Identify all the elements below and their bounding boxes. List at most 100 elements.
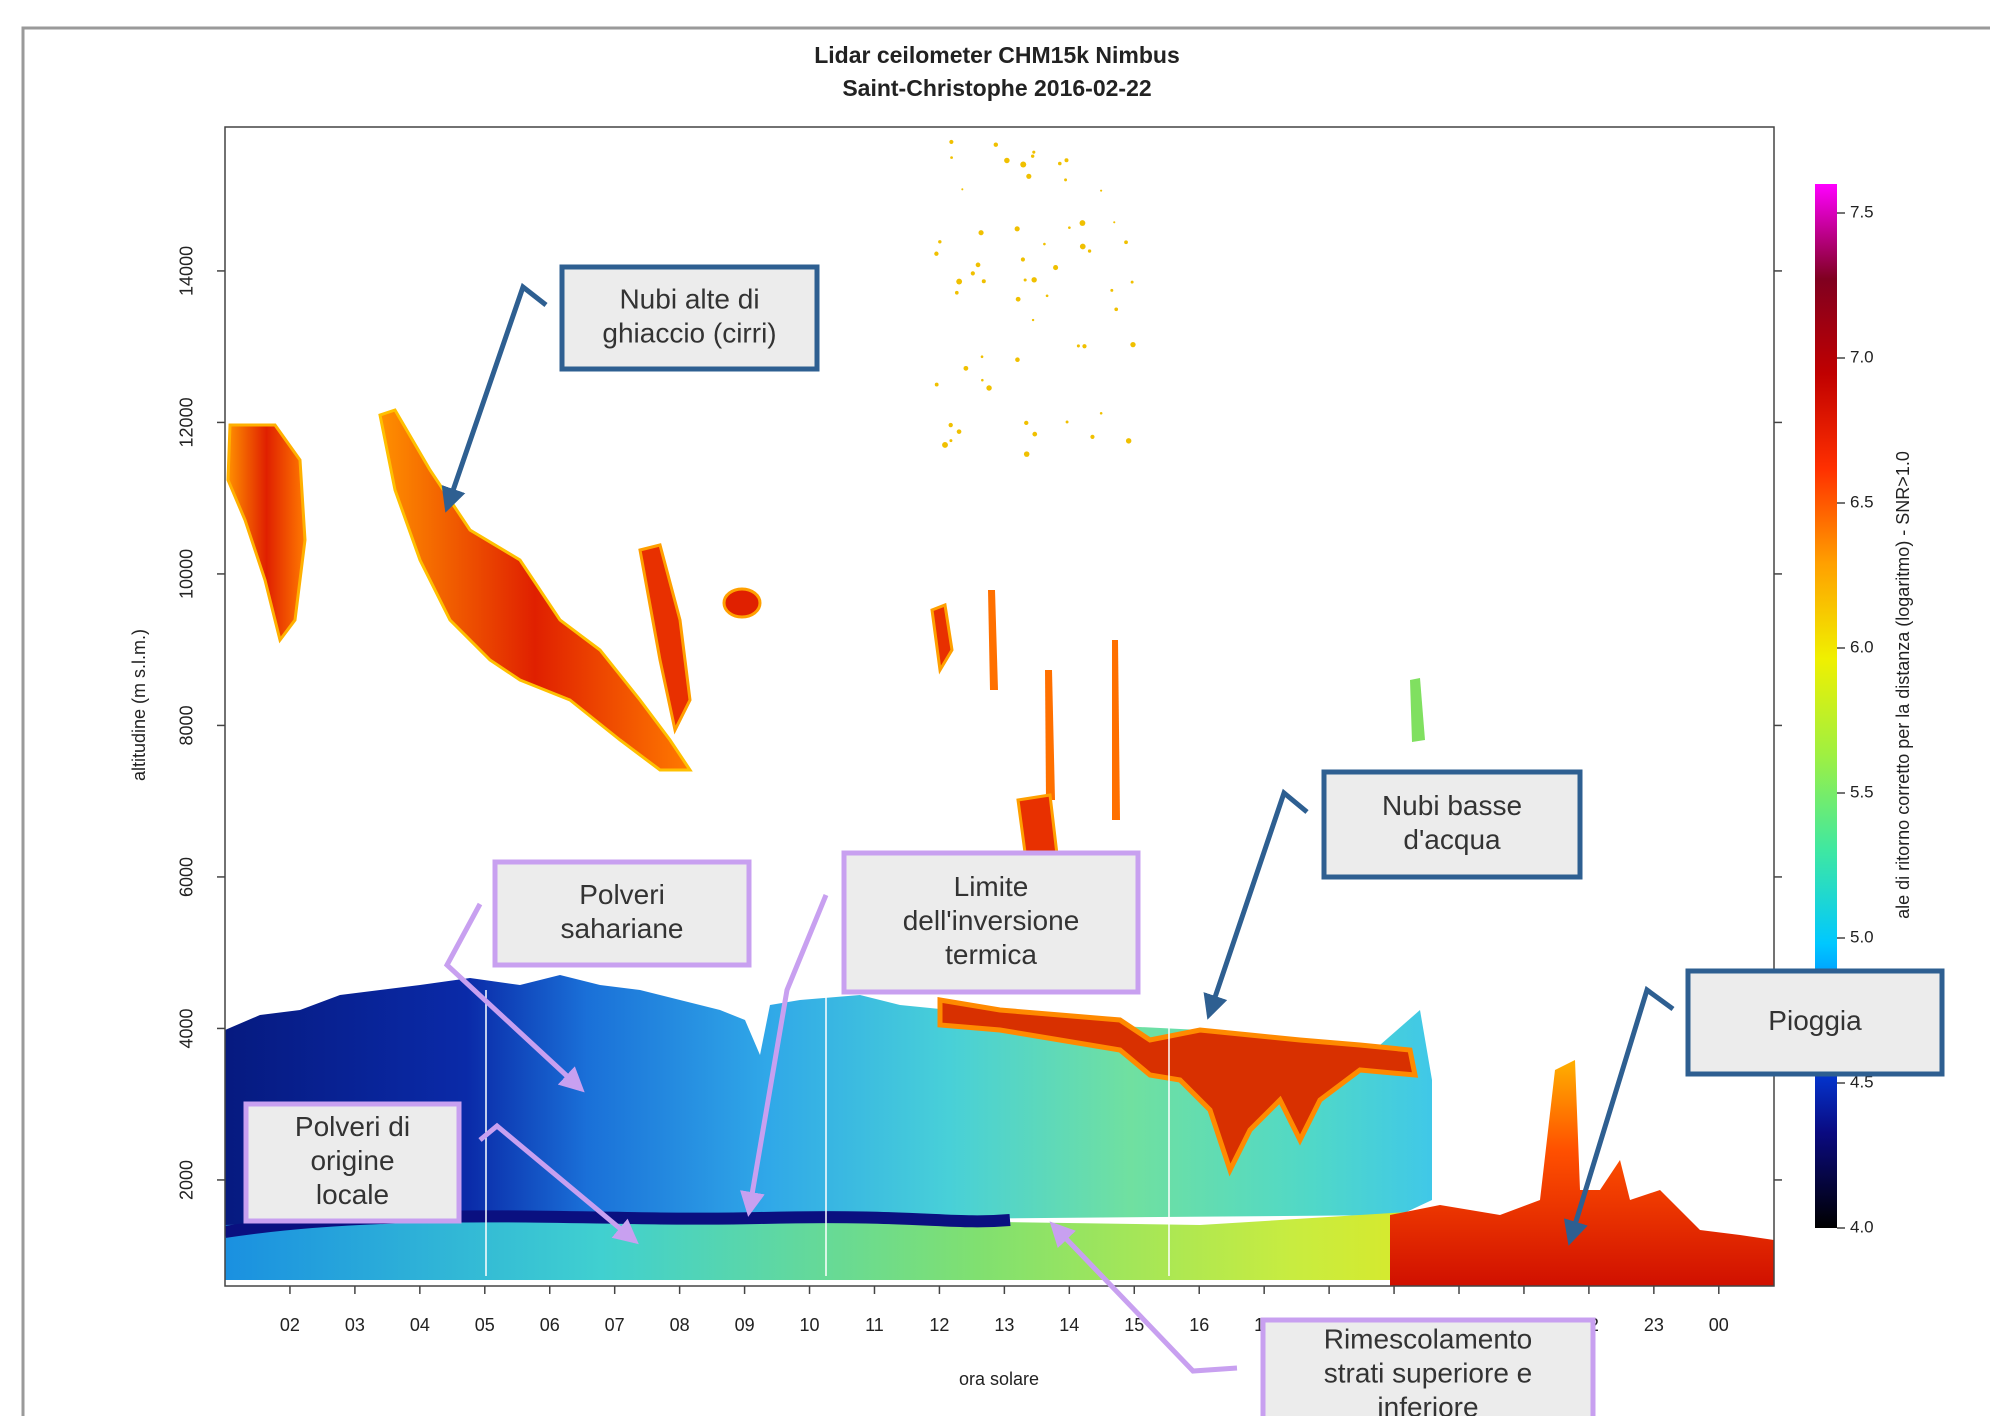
echo-dot [934, 382, 939, 387]
annotation-text: sahariane [561, 913, 684, 944]
annotation-text: Polveri [579, 879, 665, 910]
echo-dot [1014, 226, 1020, 232]
y-tick-label: 12000 [177, 397, 197, 447]
y-tick-label: 10000 [177, 549, 197, 599]
x-tick-label: 08 [670, 1315, 690, 1335]
echo-dot [1024, 420, 1029, 426]
annotation-arrow [740, 894, 829, 1217]
echo-region [937, 997, 1419, 1177]
echo-dot [1023, 451, 1030, 457]
echo-dot [934, 251, 939, 256]
colorbar-tick-label: 7.5 [1850, 202, 1874, 221]
x-tick-label: 04 [410, 1315, 430, 1335]
x-tick-label: 13 [994, 1315, 1014, 1335]
echo-dot [1079, 243, 1086, 250]
annotation-box [1321, 769, 1583, 880]
x-tick-label: 06 [540, 1315, 560, 1335]
echo-dot [1125, 438, 1132, 444]
colorbar-tick-label: 6.5 [1850, 492, 1874, 511]
echo-region [1112, 640, 1120, 820]
echo-region [638, 543, 692, 735]
x-tick-label: 10 [800, 1315, 820, 1335]
annotation-arrow [1203, 788, 1309, 1020]
echo-dot [1110, 288, 1114, 292]
y-tick-label: 14000 [177, 246, 197, 296]
annotation-text: d'acqua [1403, 824, 1501, 855]
echo-dot [1064, 158, 1069, 163]
echo-dot [1020, 161, 1027, 168]
sparse-echoes [934, 139, 1136, 457]
echo-dot [954, 290, 959, 295]
y-tick-label: 4000 [177, 1008, 197, 1048]
y-tick-label: 8000 [177, 705, 197, 745]
x-tick-label: 11 [865, 1315, 884, 1335]
y-tick-label: 2000 [177, 1160, 197, 1200]
annotation-text: termica [945, 939, 1037, 970]
annotation-box [841, 850, 1141, 995]
echo-dot [1114, 307, 1119, 312]
echo-region [378, 408, 693, 772]
echo-dot [981, 279, 986, 284]
y-axis-label: altitudine (m s.l.m.) [129, 629, 149, 781]
echo-region [988, 590, 998, 690]
echo-dot [949, 439, 953, 443]
annotation-text: Limite [954, 871, 1029, 902]
annotation-text: origine [310, 1145, 394, 1176]
echo-dot [963, 365, 969, 371]
echo-dot [1100, 189, 1103, 192]
x-tick-label: 02 [280, 1315, 300, 1335]
echo-dot [949, 139, 954, 145]
colorbar-tick-label: 4.5 [1850, 1072, 1874, 1091]
x-tick-label: 14 [1059, 1315, 1079, 1335]
annotation-text: Nubi basse [1382, 790, 1522, 821]
x-tick-label: 00 [1709, 1315, 1729, 1335]
echo-dot [1130, 280, 1134, 284]
echo-dot [950, 156, 953, 159]
echo-dot [975, 262, 981, 268]
echo-dot [986, 385, 992, 391]
echo-dot [1053, 265, 1059, 271]
echo-region [722, 587, 762, 619]
plot-frame [224, 126, 1775, 1287]
x-tick-label: 03 [345, 1315, 365, 1335]
annotation-box [559, 264, 820, 372]
y-tick-label: 6000 [177, 857, 197, 897]
annotation-text: Pioggia [1768, 1005, 1862, 1036]
echo-dot [1015, 296, 1021, 302]
chart-title: Lidar ceilometer CHM15k Nimbus [814, 42, 1180, 68]
annotation-arrow [443, 902, 585, 1093]
echo-dot [981, 378, 984, 382]
colorbar-tick-label: 5.5 [1850, 782, 1874, 801]
echo-dot [1026, 173, 1032, 179]
echo-dot [956, 278, 963, 285]
echo-region [1390, 1060, 1774, 1286]
colorbar-tick-label: 6.0 [1850, 637, 1874, 656]
echo-dot [993, 142, 999, 147]
echo-dot [1113, 221, 1116, 224]
x-tick-label: 23 [1644, 1315, 1664, 1335]
frame [21, 26, 1990, 1416]
echo-dot [970, 271, 975, 276]
x-tick-label: 05 [475, 1315, 495, 1335]
annotation-text: inferiore [1377, 1391, 1478, 1416]
echo-dot [1064, 178, 1068, 182]
annotation-text: Rimescolamento [1324, 1323, 1533, 1354]
echo-dot [942, 441, 948, 448]
x-axis-label: ora solare [959, 1369, 1039, 1389]
echo-region [225, 1210, 1480, 1280]
echo-dot [1087, 249, 1092, 253]
annotation-box [492, 859, 752, 968]
colorbar-tick-label: 4.0 [1850, 1217, 1874, 1236]
echo-dot [1079, 220, 1086, 226]
annotation-arrow [478, 1122, 639, 1245]
echo-dot [1130, 341, 1136, 348]
annotation-arrow [1049, 1221, 1238, 1374]
echo-dot [1032, 150, 1036, 154]
echo-dot [948, 422, 953, 428]
annotation-text: Polveri di [295, 1111, 410, 1142]
echo-dot [961, 188, 964, 191]
echo-region [930, 602, 954, 675]
echo-dot [978, 230, 984, 236]
echo-dot [1090, 434, 1095, 439]
